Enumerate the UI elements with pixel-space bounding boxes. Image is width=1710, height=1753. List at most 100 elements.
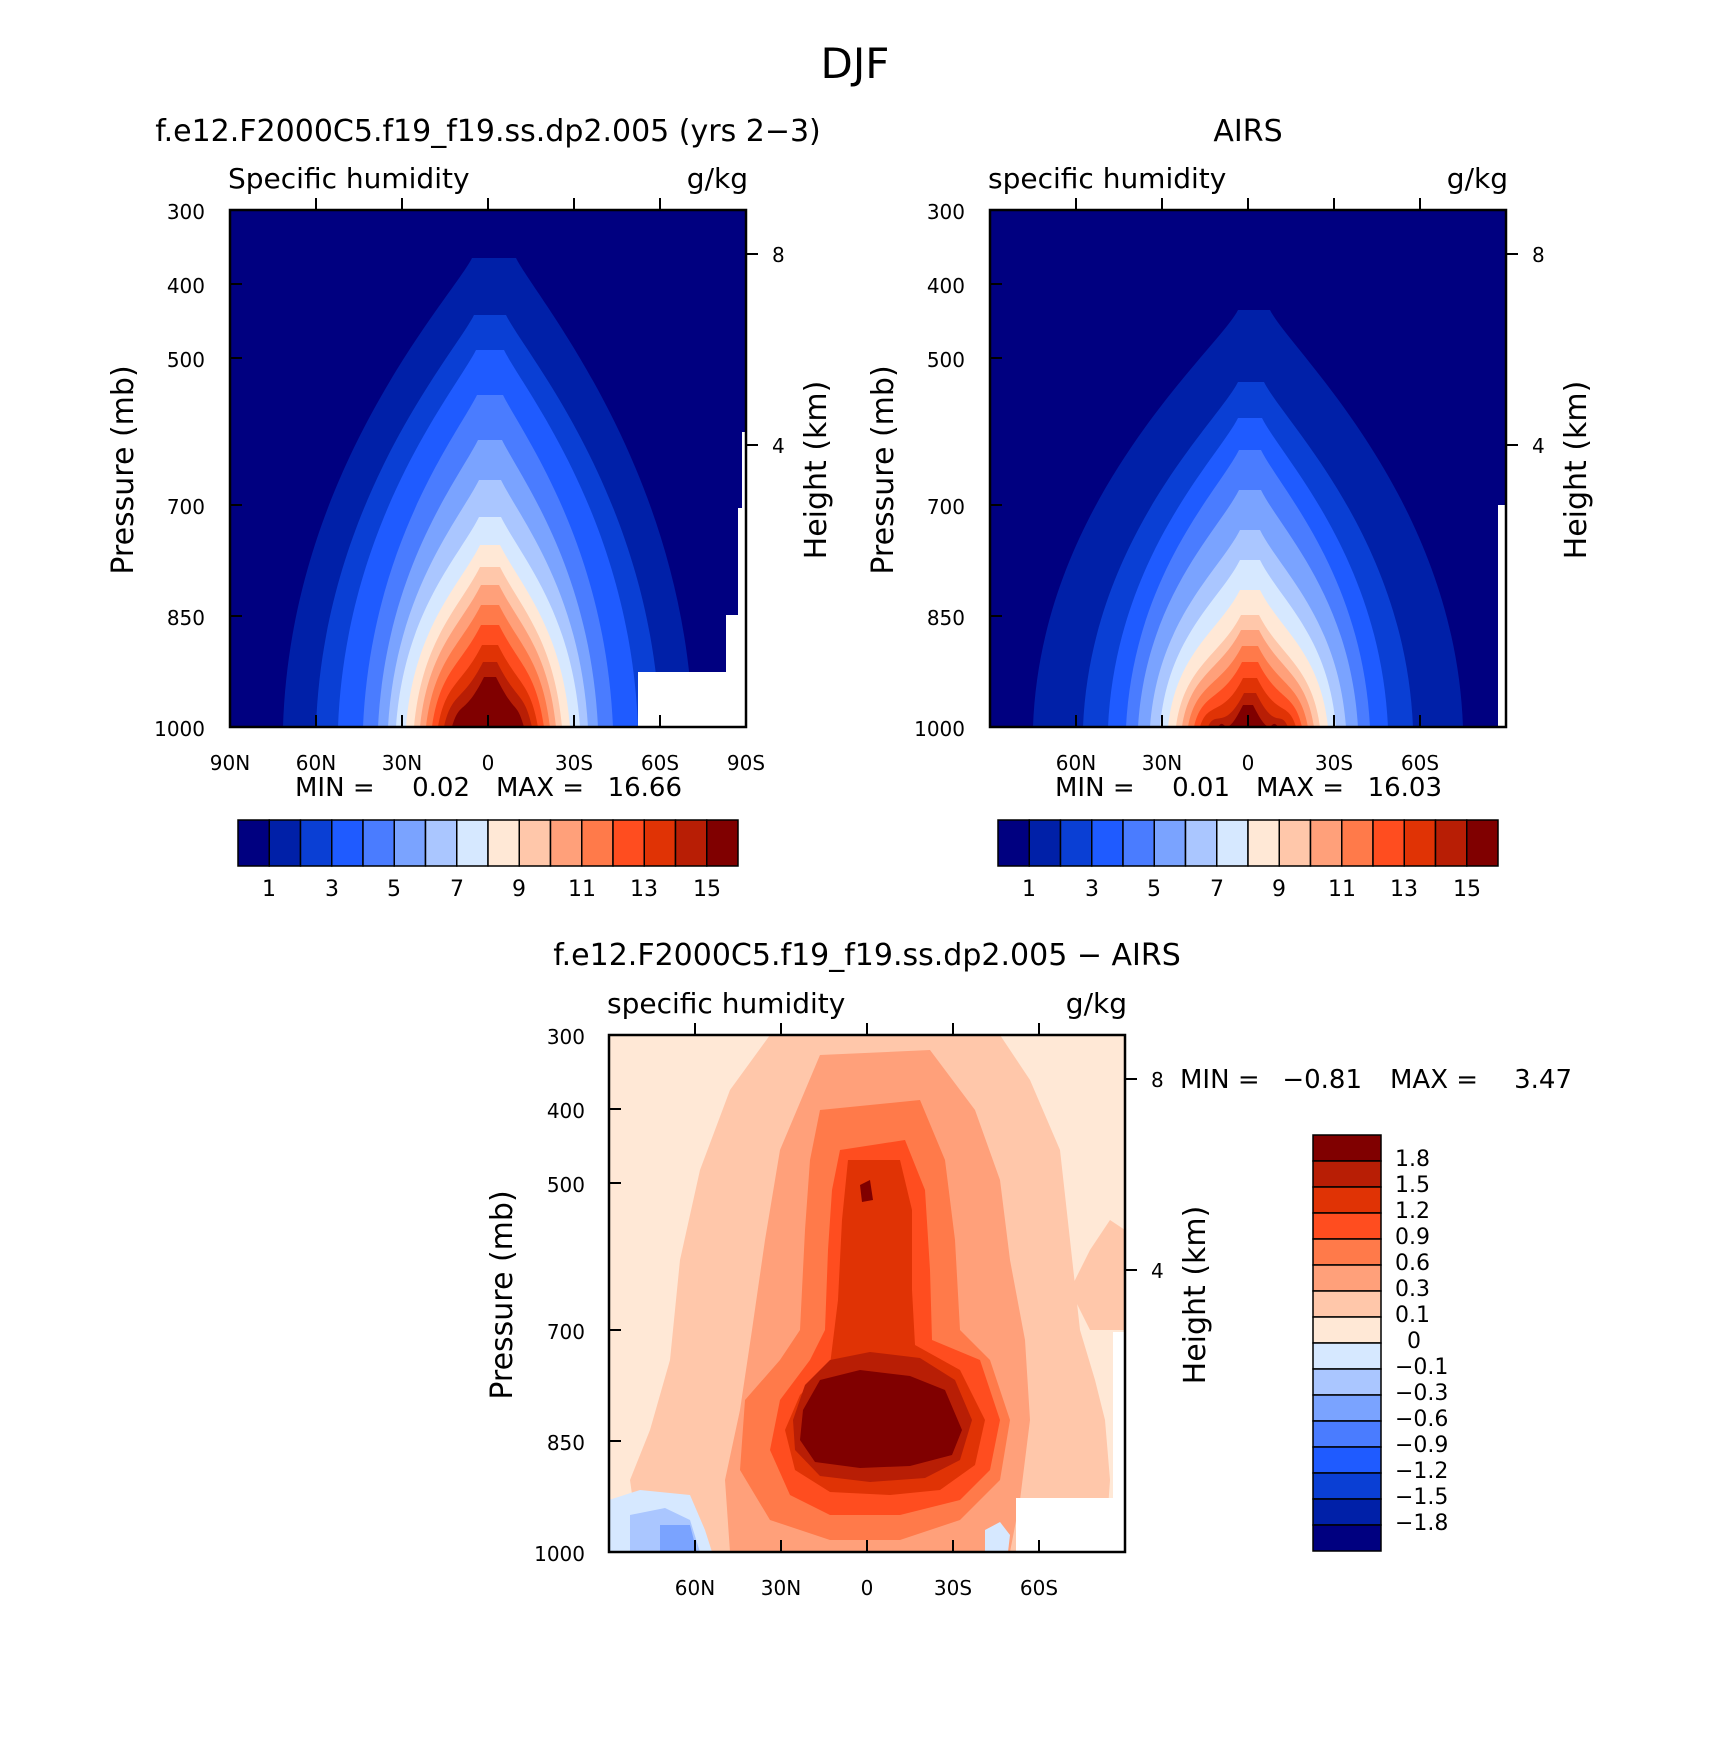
panel-model-plot xyxy=(230,210,746,727)
colorbar-label: 0 xyxy=(1407,1329,1421,1354)
y-tick-label: 500 xyxy=(547,1173,585,1197)
panel-diff-units: g/kg xyxy=(1066,987,1127,1020)
y2-axis-ticks: 8 4 xyxy=(1125,1068,1164,1283)
missing-data xyxy=(726,615,746,675)
colorbar-box xyxy=(424,819,458,867)
colorbar-label: 1 xyxy=(262,877,276,902)
panel-diff-ylabel: Pressure (mb) xyxy=(485,1190,520,1399)
x-axis-ticks: 60N 30N 0 30S 60S xyxy=(675,1540,1058,1600)
colorbar-box xyxy=(456,819,489,867)
min-value: 0.02 xyxy=(412,773,470,803)
colorbar-box xyxy=(1312,1264,1382,1292)
colorbar-label: −0.1 xyxy=(1395,1355,1448,1380)
colorbar-label: −0.6 xyxy=(1395,1407,1448,1432)
x-tick-label: 0 xyxy=(861,1576,874,1600)
panel-obs-ylabel: Pressure (mb) xyxy=(866,365,901,574)
colorbar xyxy=(237,819,739,867)
colorbar-label: 15 xyxy=(1453,877,1481,902)
panel-model-ylabel: Pressure (mb) xyxy=(106,365,141,574)
panel-model-left-label: Specific humidity xyxy=(228,162,470,195)
x-tick-label: 90S xyxy=(727,751,765,775)
colorbar-label: −1.2 xyxy=(1395,1459,1448,1484)
x-tick-label: 60S xyxy=(1020,1576,1058,1600)
colorbar-label: 1 xyxy=(1022,877,1036,902)
colorbar-box xyxy=(1153,819,1187,867)
y-tick-label: 700 xyxy=(167,495,205,519)
colorbar-box xyxy=(549,819,583,867)
colorbar-box xyxy=(1184,819,1218,867)
panel-obs-title: AIRS xyxy=(1213,114,1282,149)
colorbar-box xyxy=(1312,1446,1382,1474)
x-tick-label: 0 xyxy=(1242,751,1255,775)
panel-diff-left-label: specific humidity xyxy=(607,987,845,1020)
colorbar-box xyxy=(331,819,364,867)
colorbar-box xyxy=(1312,1368,1382,1396)
colorbar-label: 0.1 xyxy=(1395,1303,1430,1328)
panel-diff-plot xyxy=(609,1035,1125,1552)
x-tick-label: 30N xyxy=(761,1576,801,1600)
max-value: 3.47 xyxy=(1514,1065,1572,1095)
colorbar-box xyxy=(1247,819,1280,867)
x-tick-label: 30S xyxy=(1315,751,1353,775)
colorbar-box xyxy=(1309,819,1343,867)
y-tick-label: 700 xyxy=(927,495,965,519)
colorbar xyxy=(997,819,1499,867)
level-band xyxy=(452,677,524,727)
y2-axis-ticks: 8 4 xyxy=(746,243,785,458)
panel-diff-y2label: Height (km) xyxy=(1178,1206,1213,1385)
y2-tick-label: 4 xyxy=(772,434,785,458)
level-band xyxy=(800,1370,962,1468)
colorbar-label: 11 xyxy=(568,877,596,902)
colorbar-box xyxy=(1091,819,1124,867)
colorbar-label: −1.8 xyxy=(1395,1511,1448,1536)
x-tick-label: 30N xyxy=(382,751,422,775)
colorbar-box xyxy=(1028,819,1062,867)
max-label: MAX = xyxy=(496,773,584,803)
min-label: MIN = xyxy=(1180,1065,1260,1095)
colorbar-box xyxy=(268,819,302,867)
colorbar-label: 0.9 xyxy=(1395,1225,1430,1250)
colorbar-box xyxy=(1312,1212,1382,1240)
y2-tick-label: 4 xyxy=(1151,1259,1164,1283)
colorbar-box xyxy=(237,819,270,867)
colorbar-box xyxy=(1312,1134,1382,1162)
x-tick-label: 60N xyxy=(1056,751,1096,775)
panel-model: f.e12.F2000C5.f19_f19.ss.dp2.005 (yrs 2−… xyxy=(106,114,834,902)
max-value: 16.03 xyxy=(1368,773,1442,803)
colorbar-box xyxy=(1312,1238,1382,1266)
x-tick-label: 60N xyxy=(296,751,336,775)
colorbar-label: 1.2 xyxy=(1395,1199,1430,1224)
x-axis-ticks: 90N 60N 30N 0 30S 60S 90S xyxy=(210,715,765,775)
colorbar-label: 7 xyxy=(1210,877,1224,902)
missing-data xyxy=(1498,505,1506,727)
y2-tick-label: 8 xyxy=(1532,243,1545,267)
x-tick-label: 30N xyxy=(1142,751,1182,775)
y-tick-label: 1000 xyxy=(914,717,965,741)
colorbar-box xyxy=(1312,1524,1382,1552)
y-tick-label: 300 xyxy=(547,1025,585,1049)
min-value: −0.81 xyxy=(1282,1065,1362,1095)
colorbar-box xyxy=(1312,1316,1382,1344)
y-tick-label: 500 xyxy=(927,348,965,372)
y-tick-label: 400 xyxy=(167,274,205,298)
colorbar-box xyxy=(299,819,333,867)
panel-model-title: f.e12.F2000C5.f19_f19.ss.dp2.005 (yrs 2−… xyxy=(155,114,821,149)
colorbar-label: 13 xyxy=(1390,877,1418,902)
y-axis-ticks: 300 400 500 700 850 1000 xyxy=(154,200,242,741)
colorbar-box xyxy=(362,819,395,867)
colorbar-box xyxy=(1466,819,1499,867)
y-tick-label: 850 xyxy=(167,606,205,630)
panel-model-units: g/kg xyxy=(687,162,748,195)
y-tick-label: 1000 xyxy=(534,1542,585,1566)
contour-bands xyxy=(1033,310,1463,727)
colorbar-box xyxy=(1059,819,1093,867)
colorbar-label: 0.3 xyxy=(1395,1277,1430,1302)
colorbar-labels: 1 3 5 7 9 11 13 15 xyxy=(262,877,721,902)
colorbar-box xyxy=(1312,1342,1382,1370)
colorbar-box xyxy=(581,819,614,867)
contour-bands xyxy=(283,258,693,727)
colorbar-box xyxy=(1216,819,1249,867)
y2-tick-label: 8 xyxy=(772,243,785,267)
missing-data xyxy=(742,432,746,512)
missing-data xyxy=(1113,1332,1125,1502)
